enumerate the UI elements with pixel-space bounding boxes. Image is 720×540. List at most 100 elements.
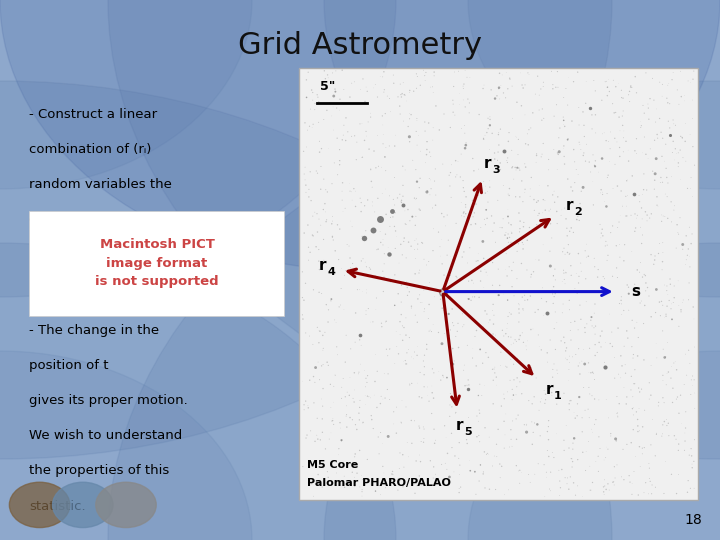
Point xyxy=(459,121,470,130)
Point xyxy=(395,330,406,339)
Point xyxy=(365,394,377,402)
Point xyxy=(459,187,470,195)
Point xyxy=(629,72,641,81)
Point xyxy=(561,343,572,352)
Point xyxy=(506,82,518,91)
Point xyxy=(538,195,549,204)
Point xyxy=(328,103,339,111)
Point xyxy=(332,350,343,359)
Point xyxy=(523,125,535,134)
Point xyxy=(312,357,324,366)
Point xyxy=(400,403,412,411)
Point xyxy=(313,288,325,296)
Point xyxy=(495,165,506,174)
Point xyxy=(587,368,598,376)
Point xyxy=(675,175,686,184)
Point xyxy=(557,308,568,317)
Point xyxy=(354,330,366,339)
Point xyxy=(614,253,626,261)
Point xyxy=(559,160,570,168)
Point xyxy=(559,250,571,259)
Point xyxy=(318,235,329,244)
Point xyxy=(590,86,601,95)
Point xyxy=(666,76,678,84)
Point xyxy=(636,148,648,157)
Point xyxy=(558,266,570,274)
Point xyxy=(547,365,559,374)
Point xyxy=(484,177,495,185)
Point xyxy=(689,435,701,444)
Point xyxy=(565,318,577,327)
Point xyxy=(400,219,411,228)
Point xyxy=(474,406,485,414)
Point xyxy=(395,298,407,306)
Point xyxy=(622,176,634,184)
Point xyxy=(662,338,673,347)
Point xyxy=(483,433,495,441)
Point xyxy=(534,181,545,190)
Point xyxy=(326,417,338,426)
Point xyxy=(366,477,377,486)
Point xyxy=(415,206,426,214)
Point xyxy=(330,246,341,255)
Point xyxy=(581,320,593,328)
Point xyxy=(614,211,626,220)
Point xyxy=(413,471,425,480)
Point xyxy=(395,476,407,485)
Point xyxy=(670,121,681,130)
Point xyxy=(660,380,672,389)
Point xyxy=(410,479,422,488)
Point xyxy=(564,396,575,405)
Point xyxy=(629,366,641,374)
Point xyxy=(354,335,366,344)
Point xyxy=(577,107,589,116)
Point xyxy=(558,93,570,102)
Point xyxy=(565,271,577,280)
Point xyxy=(300,188,312,197)
Point xyxy=(508,391,519,400)
Point xyxy=(481,310,492,319)
Point xyxy=(300,118,311,127)
Point xyxy=(495,125,506,133)
Point xyxy=(416,298,428,307)
Point xyxy=(567,457,578,466)
Point xyxy=(460,141,472,150)
Point xyxy=(464,429,475,438)
Point xyxy=(651,429,662,437)
Point xyxy=(593,265,604,274)
Point xyxy=(505,220,516,229)
Point xyxy=(568,434,580,443)
Point xyxy=(472,391,484,400)
Point xyxy=(613,113,625,122)
Point xyxy=(361,87,373,96)
Point xyxy=(688,302,699,311)
Point xyxy=(457,322,469,331)
Point xyxy=(600,338,611,347)
Point xyxy=(422,391,433,400)
Point xyxy=(634,268,645,276)
Point xyxy=(441,433,452,442)
Point xyxy=(564,250,575,259)
Point xyxy=(585,287,597,296)
Point xyxy=(349,482,361,491)
Point xyxy=(314,137,325,146)
Point xyxy=(600,453,611,462)
Point xyxy=(626,372,637,381)
Point xyxy=(642,217,653,225)
Point xyxy=(342,268,354,277)
Point xyxy=(526,400,538,408)
Point xyxy=(314,375,325,384)
Circle shape xyxy=(0,81,612,540)
Point xyxy=(307,286,319,294)
Point xyxy=(687,192,698,201)
Point xyxy=(625,386,636,394)
Point xyxy=(502,234,513,242)
Point xyxy=(386,476,397,484)
Point xyxy=(439,329,451,338)
Point xyxy=(549,345,561,354)
Point xyxy=(503,333,514,341)
Point xyxy=(614,152,626,161)
Point xyxy=(484,183,495,192)
Point xyxy=(656,217,667,226)
Point xyxy=(389,141,400,150)
